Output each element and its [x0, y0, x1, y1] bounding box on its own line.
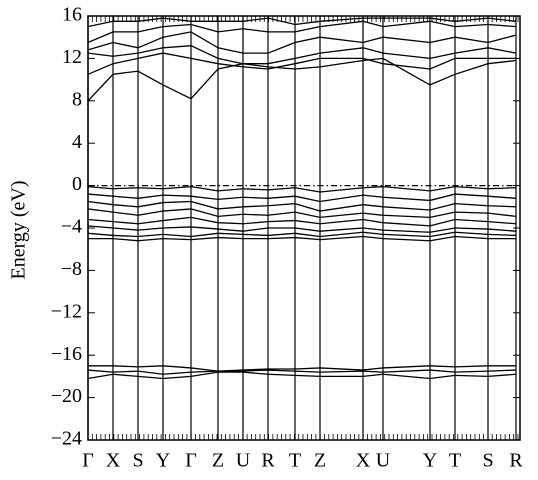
band-line: [88, 235, 516, 242]
y-tick-label: 4: [72, 131, 82, 153]
band-line: [87, 231, 517, 238]
x-tick-label: T: [289, 450, 301, 472]
band-line: [87, 371, 517, 380]
x-tick-label: Z: [314, 450, 326, 472]
x-tick-label: S: [482, 450, 493, 472]
y-tick-label: −8: [61, 258, 82, 280]
x-tick-label: Y: [156, 450, 170, 472]
y-tick-label: −24: [51, 428, 82, 450]
x-tick-label: Γ: [185, 450, 197, 472]
x-tick-label: X: [356, 450, 371, 472]
x-tick-label: Z: [212, 450, 224, 472]
band-line: [88, 365, 516, 372]
band-line: [87, 216, 517, 227]
band-line: [87, 17, 517, 28]
x-tick-label: U: [236, 450, 251, 472]
band-line: [87, 52, 516, 75]
y-tick-label: 16: [62, 4, 82, 26]
band-line: [87, 31, 517, 54]
y-tick-label: 8: [72, 88, 82, 110]
y-tick-label: −16: [51, 343, 82, 365]
x-tick-label: S: [132, 450, 143, 472]
band-line: [87, 186, 517, 193]
x-tick-label: R: [261, 450, 275, 472]
band-line: [87, 200, 517, 212]
y-tick-label: −4: [61, 216, 82, 238]
x-tick-label: X: [106, 450, 121, 472]
y-tick-label: 12: [62, 46, 82, 68]
plot-frame: [87, 15, 521, 441]
y-tick-label: 0: [72, 173, 82, 195]
x-tick-label: Γ: [82, 450, 94, 472]
y-tick-label: −12: [51, 300, 82, 322]
y-axis-label: Energy (eV): [8, 180, 30, 279]
band-line: [87, 193, 517, 203]
x-tick-label: T: [449, 450, 461, 472]
y-tick-label: −20: [51, 385, 82, 407]
band-line: [87, 225, 517, 233]
band-line: [87, 57, 517, 102]
band-line: [87, 208, 517, 219]
band-line: [87, 45, 517, 65]
x-tick-label: Y: [423, 450, 437, 472]
x-tick-label: R: [509, 450, 523, 472]
band-line: [87, 369, 517, 375]
x-tick-label: U: [376, 450, 391, 472]
band-line: [87, 20, 517, 44]
